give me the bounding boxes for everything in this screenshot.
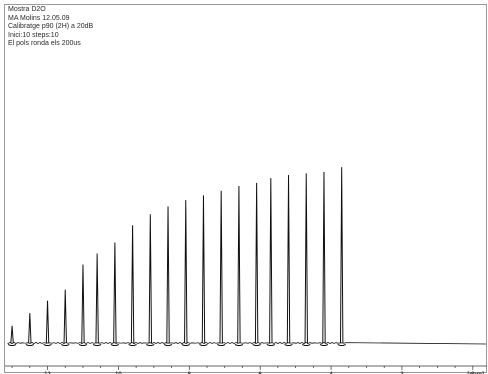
spectrum-peak xyxy=(92,253,102,346)
x-axis-unit-label: [ppm] xyxy=(467,372,484,374)
spectrum-peak xyxy=(61,289,70,346)
x-axis: 12 10 8 6 4 2 0[ppm] xyxy=(5,365,487,374)
x-tick-label: 12 xyxy=(44,372,51,374)
spectrum-peak xyxy=(302,173,311,346)
annotation-pulse: El pols ronda els 200us xyxy=(8,40,81,48)
x-tick-label: 8 xyxy=(188,372,192,374)
spectrum-peak xyxy=(319,171,329,346)
spectrum-peak xyxy=(128,225,137,346)
spectrum-peak xyxy=(163,206,173,346)
spectrum-peak xyxy=(234,185,244,346)
spectrum-peak xyxy=(199,195,208,346)
x-tick-label: 0 xyxy=(471,372,475,374)
spectrum-peak xyxy=(146,214,155,346)
spectrum-plot-frame xyxy=(4,4,487,373)
spectrum-baseline xyxy=(7,341,487,345)
spectrum-peak xyxy=(284,175,293,346)
x-tick-label: 10 xyxy=(115,372,122,374)
spectrum-peak xyxy=(25,313,34,346)
spectrum-peak xyxy=(7,325,17,346)
annotation-steps: Inici:10 steps:10 xyxy=(8,31,59,39)
spectrum-marks xyxy=(7,167,487,346)
spectrum-peak xyxy=(43,300,52,346)
x-tick-label: 6 xyxy=(259,372,263,374)
spectrum-peak xyxy=(181,200,190,346)
spectrum-annotations: Mostra D2O MA Molins 12.05.09 Calibratge… xyxy=(8,6,93,49)
spectrum-peak xyxy=(110,242,120,346)
annotation-calibration: Calibratge p90 (2H) a 20dB xyxy=(8,23,94,31)
spectrum-peak xyxy=(252,182,261,346)
annotation-operator-date: MA Molins 12.05.09 xyxy=(8,14,70,22)
spectrum-peak xyxy=(78,264,88,346)
x-tick-label: 2 xyxy=(400,372,404,374)
x-tick-label: 4 xyxy=(329,372,333,374)
spectrum-peak xyxy=(217,190,226,346)
annotation-sample: Mostra D2O xyxy=(8,6,46,13)
spectrum-peak xyxy=(266,178,275,346)
spectrum-peak xyxy=(337,167,346,346)
